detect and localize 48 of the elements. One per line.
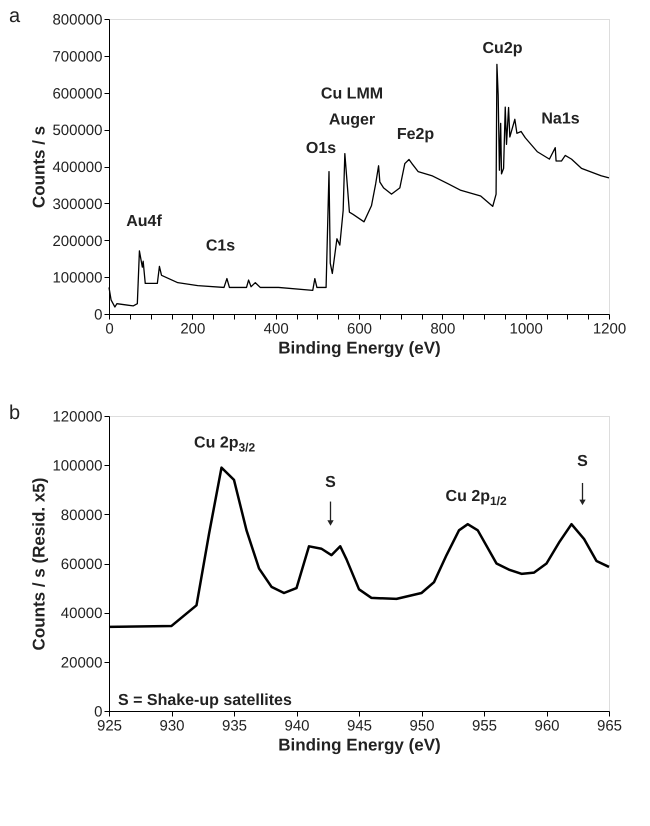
annotation: O1s: [306, 140, 336, 157]
x-tick-label: 1200: [592, 320, 626, 338]
annotation: S: [577, 452, 588, 470]
y-tick-label: 400000: [52, 159, 102, 176]
x-tick-label: 940: [284, 718, 310, 734]
x-tick-label: 800: [430, 320, 456, 338]
y-tick-label: 40000: [60, 605, 102, 622]
y-tick-label: 20000: [60, 654, 102, 672]
y-tick-label: 500000: [52, 122, 102, 140]
y-axis-title: Counts / s: [29, 126, 48, 208]
y-tick-label: 100000: [52, 458, 102, 475]
chart-title: b: [9, 402, 20, 424]
chart-title: a: [9, 5, 21, 27]
x-tick-label: 400: [264, 320, 289, 338]
y-tick-label: 100000: [52, 270, 102, 287]
x-tick-label: 600: [346, 320, 372, 338]
x-tick-label: 965: [596, 718, 622, 734]
y-tick-label: 0: [94, 306, 102, 324]
x-axis-title: Binding Energy (eV): [278, 338, 441, 358]
y-tick-label: 200000: [52, 232, 102, 250]
y-axis-title: Counts / s (Resid. x5): [29, 478, 48, 650]
x-tick-label: 960: [534, 718, 560, 734]
x-tick-label: 955: [472, 718, 498, 734]
y-tick-label: 60000: [60, 556, 102, 573]
x-axis-title: Binding Energy (eV): [278, 736, 441, 754]
y-tick-label: 120000: [52, 408, 102, 426]
x-tick-label: 945: [346, 718, 372, 734]
annotation: C1s: [206, 238, 236, 255]
x-tick-label: 930: [159, 718, 185, 734]
x-tick-label: 935: [222, 718, 248, 734]
x-tick-label: 950: [409, 718, 435, 734]
y-tick-label: 80000: [60, 506, 102, 524]
y-tick-label: 700000: [52, 48, 102, 66]
x-tick-label: 0: [105, 320, 114, 338]
y-tick-label: 800000: [52, 12, 102, 28]
annotation: Cu LMM Auger: [320, 86, 384, 129]
x-tick-label: 1000: [509, 320, 543, 338]
annotation: S: [325, 474, 336, 491]
annotation: S = Shake-up satellites: [118, 692, 292, 710]
y-tick-label: 300000: [52, 196, 102, 213]
x-tick-label: 925: [96, 718, 122, 734]
y-tick-label: 600000: [52, 85, 102, 102]
x-tick-label: 200: [180, 320, 206, 338]
annotation: Au4f: [126, 213, 162, 230]
annotation: Na1s: [541, 110, 580, 128]
annotation: Fe2p: [396, 126, 434, 144]
y-tick-label: 0: [94, 704, 102, 720]
annotation: Cu2p: [482, 40, 523, 58]
